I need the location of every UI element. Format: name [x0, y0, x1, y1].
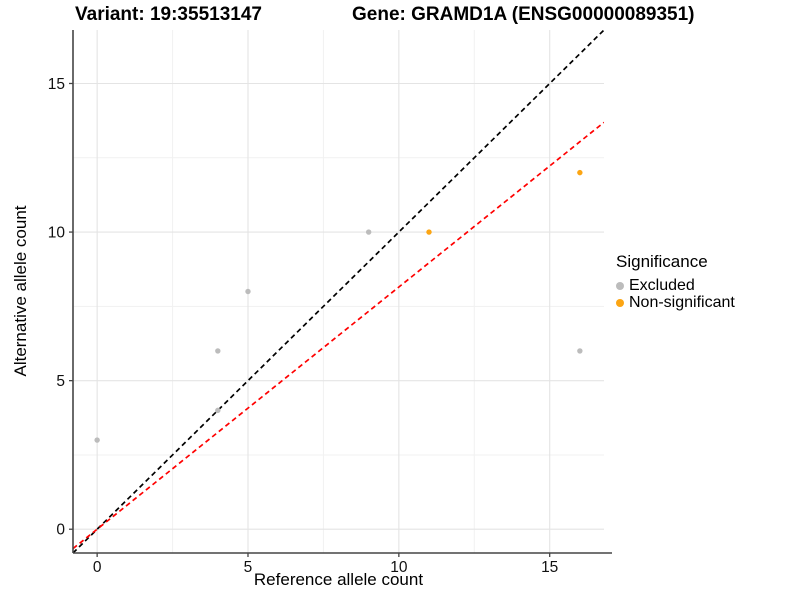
- legend-item-excluded: Excluded: [616, 277, 735, 294]
- legend-title: Significance: [616, 252, 708, 271]
- data-point-excluded: [577, 348, 583, 354]
- variant-title: Variant: 19:35513147: [75, 4, 262, 25]
- legend: Significance Excluded Non-significant: [616, 252, 735, 311]
- expected-ratio-line: [73, 121, 604, 550]
- x-tick-label: 0: [93, 559, 102, 576]
- data-point-non-significant: [426, 229, 432, 235]
- non-significant-dot-icon: [616, 298, 624, 307]
- x-tick-label: 10: [390, 559, 408, 576]
- legend-item-non-significant: Non-significant: [616, 294, 735, 311]
- x-axis-title: Reference allele count: [253, 570, 424, 589]
- y-tick-label: 5: [56, 373, 65, 390]
- y-axis-title: Alternative allele count: [11, 205, 30, 377]
- x-tick-label: 15: [541, 559, 558, 576]
- y-tick-label: 10: [48, 225, 66, 242]
- data-point-excluded: [215, 348, 221, 354]
- x-tick-label: 5: [244, 559, 253, 576]
- data-point-non-significant: [577, 169, 583, 176]
- data-point-excluded: [245, 288, 251, 295]
- excluded-dot-icon: [616, 281, 624, 290]
- legend-label: Non-significant: [629, 293, 735, 311]
- gene-title: Gene: GRAMD1A (ENSG00000089351): [352, 4, 695, 25]
- y-tick-label: 0: [56, 522, 65, 539]
- legend-label: Excluded: [629, 276, 695, 294]
- data-point-excluded: [94, 437, 100, 443]
- data-point-excluded: [215, 407, 221, 414]
- y-tick-label: 15: [48, 76, 65, 93]
- identity-line: [73, 30, 604, 553]
- data-point-excluded: [365, 229, 372, 235]
